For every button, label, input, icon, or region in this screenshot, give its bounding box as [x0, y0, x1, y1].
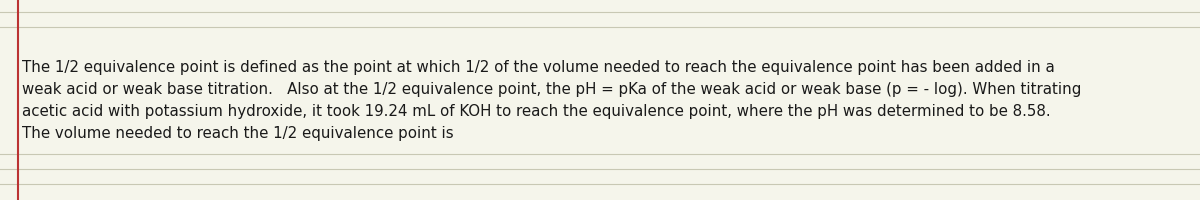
Text: The volume needed to reach the 1/2 equivalence point is: The volume needed to reach the 1/2 equiv… [22, 125, 454, 140]
Text: The 1/2 equivalence point is defined as the point at which 1/2 of the volume nee: The 1/2 equivalence point is defined as … [22, 60, 1055, 75]
Text: acetic acid with potassium hydroxide, it took 19.24 mL of KOH to reach the equiv: acetic acid with potassium hydroxide, it… [22, 103, 1051, 118]
Text: weak acid or weak base titration.   Also at the 1/2 equivalence point, the pH = : weak acid or weak base titration. Also a… [22, 82, 1081, 97]
